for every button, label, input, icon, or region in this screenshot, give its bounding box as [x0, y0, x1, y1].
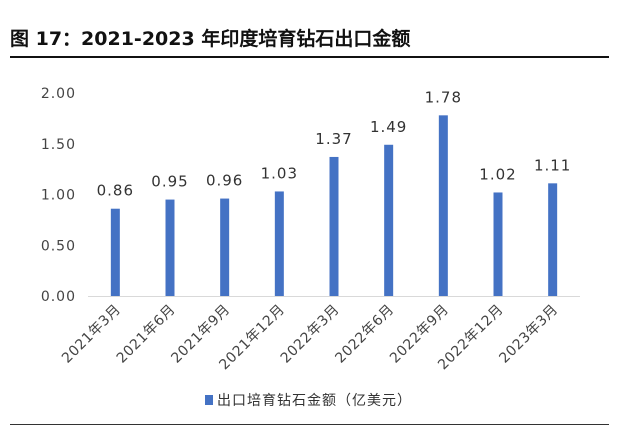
- bar: [493, 192, 503, 296]
- y-tick-label: 2.00: [41, 86, 76, 102]
- bar: [548, 183, 558, 296]
- legend: 出口培育钻石金额（亿美元）: [205, 393, 412, 409]
- y-tick-label: 0.50: [41, 238, 76, 254]
- x-axis-ticks: 2021年3月2021年6月2021年9月2021年12月2022年3月2022…: [59, 302, 561, 374]
- x-tick-label: 2023年3月: [496, 302, 561, 367]
- data-label: 1.37: [315, 130, 352, 148]
- data-labels: 0.86 0.95 0.96 1.03 1.37 1.49 1.78 1.02 1.11: [97, 88, 571, 200]
- data-label: 1.03: [261, 164, 298, 182]
- bar: [220, 198, 230, 296]
- data-label: 1.49: [370, 118, 407, 136]
- bottom-rule: [10, 424, 609, 425]
- bar: [274, 191, 284, 296]
- y-tick-label: 1.00: [41, 188, 76, 204]
- bar: [329, 156, 339, 296]
- y-axis: 0.00 0.50 1.00 1.50 2.00: [41, 86, 76, 305]
- figure-title: 图 17：2021-2023 年印度培育钻石出口金额: [10, 28, 411, 50]
- y-tick-label: 1.50: [41, 137, 76, 153]
- legend-swatch: [205, 395, 213, 405]
- y-tick-label: 0.00: [41, 289, 76, 305]
- bar: [438, 115, 448, 296]
- data-label: 0.96: [206, 172, 243, 190]
- data-label: 1.02: [479, 165, 516, 183]
- data-label: 0.86: [97, 182, 134, 200]
- top-rule: [10, 56, 609, 58]
- bar: [110, 208, 120, 296]
- data-label: 1.11: [534, 156, 571, 174]
- data-label: 0.95: [151, 173, 188, 191]
- figure-header: 图 17：2021-2023 年印度培育钻石出口金额: [10, 24, 411, 50]
- bar: [165, 199, 175, 296]
- bars: [110, 115, 558, 296]
- bar: [384, 144, 394, 296]
- data-label: 1.78: [425, 88, 462, 106]
- legend-label: 出口培育钻石金额（亿美元）: [217, 393, 412, 409]
